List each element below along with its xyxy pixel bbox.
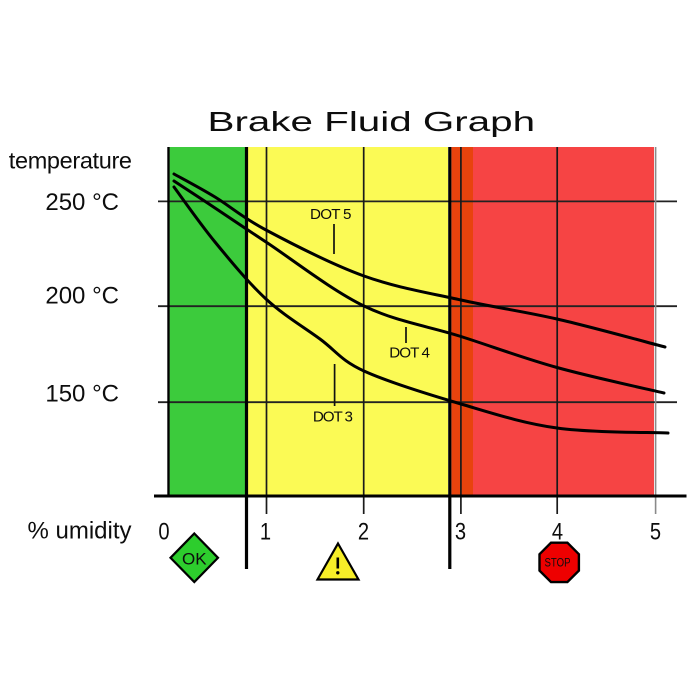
svg-text:250 °C: 250 °C — [45, 189, 119, 216]
svg-text:STOP: STOP — [545, 556, 571, 570]
svg-text:5: 5 — [650, 519, 661, 546]
svg-text:4: 4 — [552, 519, 563, 546]
svg-text:Brake Fluid Graph: Brake Fluid Graph — [208, 106, 536, 137]
svg-text:0: 0 — [158, 519, 169, 546]
svg-text:150 °C: 150 °C — [45, 381, 119, 408]
svg-text:DOT 3: DOT 3 — [313, 409, 353, 426]
svg-text:OK: OK — [182, 549, 207, 568]
svg-text:temperature: temperature — [9, 148, 132, 174]
svg-text:3: 3 — [455, 519, 466, 546]
svg-text:2: 2 — [358, 519, 369, 546]
svg-text:% umidity: % umidity — [28, 518, 132, 545]
svg-text:200 °C: 200 °C — [45, 283, 119, 310]
svg-text:1: 1 — [260, 519, 271, 546]
svg-text:DOT 5: DOT 5 — [310, 206, 351, 223]
svg-text:DOT 4: DOT 4 — [389, 345, 430, 362]
